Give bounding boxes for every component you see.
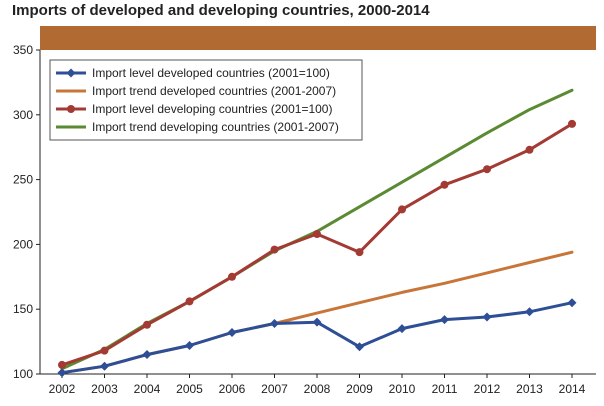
legend-label: Import trend developing countries (2001-… bbox=[92, 120, 339, 134]
y-tick-label: 300 bbox=[13, 108, 33, 122]
x-tick-label: 2010 bbox=[389, 382, 416, 396]
data-point bbox=[228, 272, 236, 281]
legend-marker bbox=[67, 105, 75, 113]
legend-label: Import level developed countries (2001=1… bbox=[92, 66, 330, 80]
x-tick-label: 2009 bbox=[346, 382, 373, 396]
data-point bbox=[567, 298, 577, 308]
data-point bbox=[397, 324, 407, 334]
data-point bbox=[57, 368, 67, 378]
data-point bbox=[313, 230, 321, 239]
data-point bbox=[270, 245, 279, 254]
legend-box bbox=[49, 59, 363, 141]
data-point bbox=[58, 360, 66, 369]
data-point bbox=[227, 328, 237, 338]
x-tick-label: 2005 bbox=[176, 382, 203, 396]
data-point bbox=[143, 320, 151, 329]
data-point bbox=[312, 317, 322, 327]
x-tick-label: 2012 bbox=[474, 382, 501, 396]
data-point bbox=[185, 340, 194, 350]
y-tick-label: 150 bbox=[13, 302, 33, 316]
data-point bbox=[440, 180, 449, 189]
data-point bbox=[440, 315, 449, 325]
y-tick-label: 250 bbox=[13, 173, 33, 187]
x-tick-label: 2002 bbox=[49, 382, 76, 396]
series-line bbox=[60, 250, 574, 375]
title-band bbox=[40, 26, 596, 50]
x-tick-label: 2014 bbox=[559, 382, 586, 396]
data-point bbox=[568, 119, 576, 128]
data-point bbox=[398, 205, 406, 214]
y-tick-label: 200 bbox=[13, 237, 33, 251]
x-tick-label: 2011 bbox=[432, 382, 458, 396]
data-point bbox=[483, 165, 491, 174]
data-point bbox=[100, 361, 109, 371]
legend-label: Import level developing countries (2001=… bbox=[92, 102, 332, 116]
data-point bbox=[100, 346, 109, 355]
y-tick-label: 350 bbox=[13, 43, 33, 57]
data-point bbox=[525, 307, 534, 317]
data-point bbox=[185, 297, 194, 306]
legend-marker bbox=[66, 68, 76, 78]
x-tick-label: 2007 bbox=[261, 382, 288, 396]
x-tick-label: 2003 bbox=[91, 382, 118, 396]
y-tick-label: 100 bbox=[13, 367, 33, 381]
data-point bbox=[142, 350, 152, 360]
data-point bbox=[482, 312, 492, 322]
x-tick-label: 2013 bbox=[516, 382, 543, 396]
data-point bbox=[525, 145, 534, 154]
series-line bbox=[60, 122, 574, 367]
x-tick-label: 2004 bbox=[134, 382, 161, 396]
legend-label: Import trend developed countries (2001-2… bbox=[92, 84, 336, 98]
x-tick-label: 2006 bbox=[219, 382, 246, 396]
chart-title: Imports of developed and developing coun… bbox=[12, 2, 430, 19]
data-point bbox=[355, 248, 364, 257]
x-tick-label: 2008 bbox=[304, 382, 331, 396]
data-point bbox=[270, 318, 279, 328]
data-point bbox=[355, 342, 364, 352]
